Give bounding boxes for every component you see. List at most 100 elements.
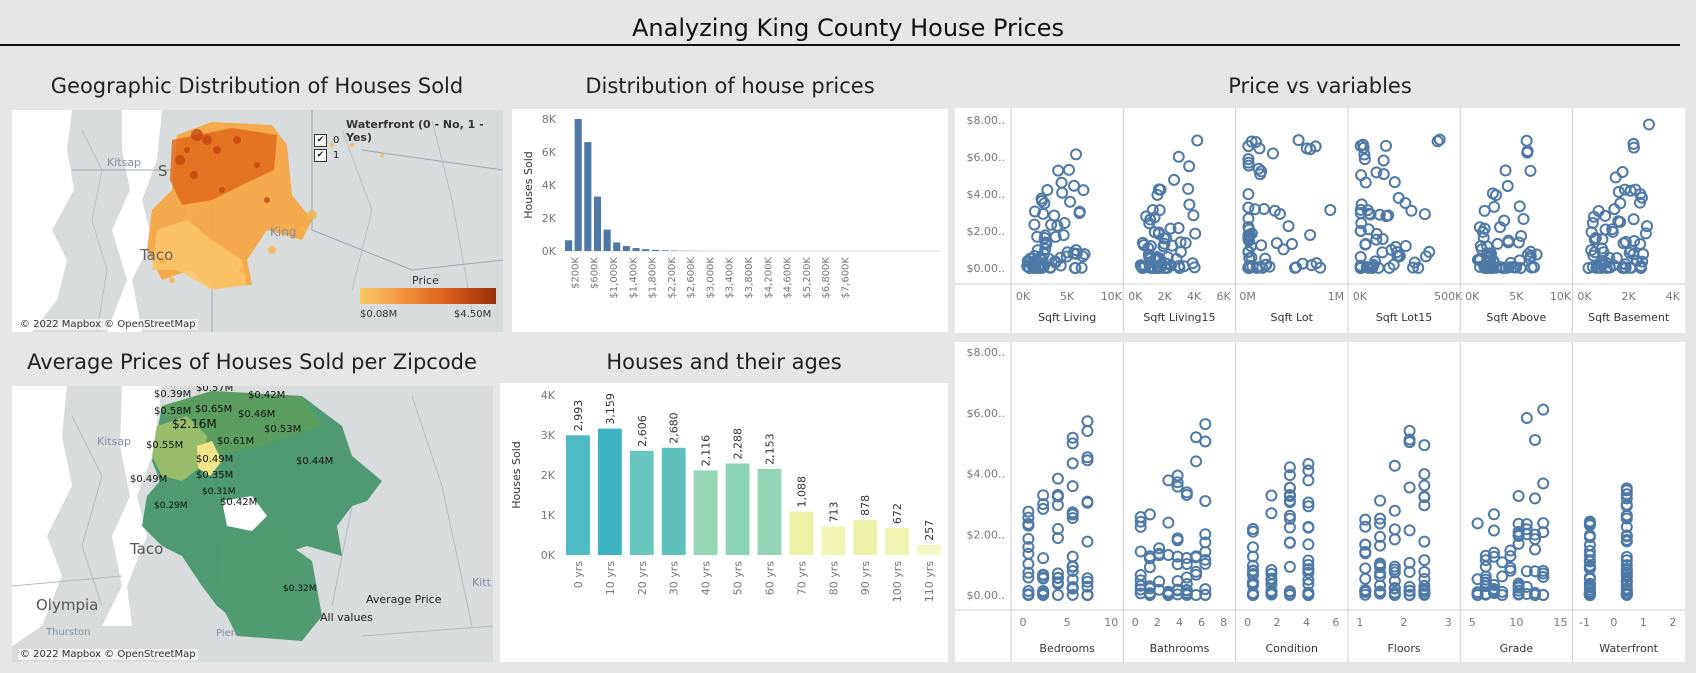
x-tick-label: $4,600K [783, 257, 794, 299]
scatter-point [1283, 469, 1296, 482]
scatter-point [1302, 563, 1315, 576]
scatter-point [1374, 585, 1387, 598]
scatter-point [1265, 489, 1278, 502]
y-tick-label: $0.00.. [967, 262, 1005, 275]
scatter-point [1068, 261, 1081, 274]
scatter-point [1055, 176, 1068, 189]
scatter-point [1537, 588, 1550, 601]
y-tick-label: $6.00.. [967, 151, 1005, 164]
scatter-point [1057, 229, 1070, 242]
scatter-point [1052, 164, 1065, 177]
scatter-point [1359, 513, 1372, 526]
scatter-point [1058, 217, 1071, 230]
scatter-point [1304, 228, 1317, 241]
x-tick-label: 5K [1509, 290, 1524, 303]
scatter-point [1066, 511, 1079, 524]
scatter-point [1407, 261, 1420, 274]
scatter-point [1403, 580, 1416, 593]
scatter-point [1162, 516, 1175, 529]
bar-data-label: 1,088 [795, 476, 808, 508]
histogram-bar [603, 229, 611, 251]
water-sound [107, 110, 162, 332]
x-tick-label: 5K [1060, 290, 1075, 303]
zip-map[interactable]: $0.39M $0.57M $0.42M $0.58M $0.65M $0.46… [12, 386, 493, 662]
y-tick-label: $4.00.. [967, 468, 1005, 481]
scatter-point [1283, 536, 1296, 549]
scatter-point [1242, 188, 1255, 201]
scatter-point [1627, 213, 1640, 226]
checkbox-icon[interactable]: ✔ [314, 134, 327, 147]
geo-map[interactable]: Kitsap Taco King S Waterfront (0 - No, 1… [12, 110, 503, 332]
histogram-bar [632, 248, 640, 251]
scatter-point [1048, 209, 1061, 222]
y-axis-label: Houses Sold [510, 441, 523, 508]
scatter-point [1586, 217, 1599, 230]
scatter-point [1191, 134, 1204, 147]
scatter-point [1620, 482, 1633, 495]
scatter-point [1183, 198, 1196, 211]
x-tick-label: 60 yrs [763, 561, 776, 596]
scatter-point [1246, 525, 1259, 538]
waterfront-legend-item-0[interactable]: ✔ 0 [314, 134, 339, 147]
scatter-point [1418, 565, 1431, 578]
scatter-point [1403, 584, 1416, 597]
scatter-point [1399, 239, 1412, 252]
scatter-point [1283, 509, 1296, 522]
y-axis-label: Houses Sold [522, 151, 535, 218]
scatter-point [1418, 499, 1431, 512]
map-copyright[interactable]: © 2022 Mapbox © OpenStreetMap [18, 319, 198, 330]
scatter-point [1246, 577, 1259, 590]
x-tick-label: 0K [1128, 290, 1143, 303]
scatter-point [1529, 543, 1542, 556]
scatter-point [1405, 204, 1418, 217]
scatter-point [1504, 564, 1517, 577]
age-bar [566, 435, 590, 555]
house-cluster-light [152, 220, 247, 290]
waterfront-legend-title: Waterfront (0 - No, 1 - Yes) [346, 118, 484, 144]
map-copyright[interactable]: © 2022 Mapbox © OpenStreetMap [18, 649, 198, 660]
house-cluster-dark [170, 128, 277, 205]
scatter-point [1512, 584, 1525, 597]
scatter-point [1151, 261, 1164, 274]
scatter-point [1270, 237, 1283, 250]
scatter-point [1498, 214, 1511, 227]
scatter-point [1473, 260, 1486, 273]
scatter-point [1514, 261, 1527, 274]
age-bar [853, 519, 878, 555]
waterfront-legend-item-1[interactable]: ✔ 1 [314, 149, 339, 162]
zip-label: $0.46M [238, 409, 276, 420]
scatter-point [1081, 415, 1094, 428]
scatter-point [1586, 261, 1599, 274]
price-vs-bottom-panel: $8.00.. $6.00.. $4.00.. $2.00.. $0.00.. 0 5 10 B… [955, 342, 1685, 662]
scatter-point [1022, 519, 1035, 532]
age-bar [821, 526, 846, 555]
bar-data-label: 2,116 [700, 435, 713, 467]
scatter-point [1189, 227, 1202, 240]
place-label-kitsap: Kitsap [107, 156, 142, 169]
place-label-olympia: Olympia [36, 596, 99, 614]
scatter-point [1374, 570, 1387, 583]
zip-label: $0.42M [248, 390, 286, 401]
x-tick-label: 0K [1577, 290, 1592, 303]
scatter-point [1037, 552, 1050, 565]
scatter-point [1160, 232, 1173, 245]
scatter-point [1036, 195, 1049, 208]
scatter-point [1066, 437, 1079, 450]
histogram-bar [565, 240, 573, 251]
scatter-point [1529, 586, 1542, 599]
scatter-point [1136, 236, 1149, 249]
age-bar [725, 463, 750, 555]
scatter-point [1134, 574, 1147, 587]
scatter-point [1537, 564, 1550, 577]
scatter-point [1478, 204, 1491, 217]
x-tick-label: $600K [590, 257, 601, 289]
checkbox-icon[interactable]: ✔ [314, 149, 327, 162]
scatter-point [1607, 259, 1620, 272]
scatter-point [1187, 209, 1200, 222]
scatter-points [1354, 133, 1446, 274]
pane-label: Sqft Living15 [1143, 311, 1215, 324]
bar-data-label: 878 [859, 495, 872, 516]
scatter-point [1374, 517, 1387, 530]
scatter-point [1642, 118, 1655, 131]
road-lines [81, 119, 473, 332]
